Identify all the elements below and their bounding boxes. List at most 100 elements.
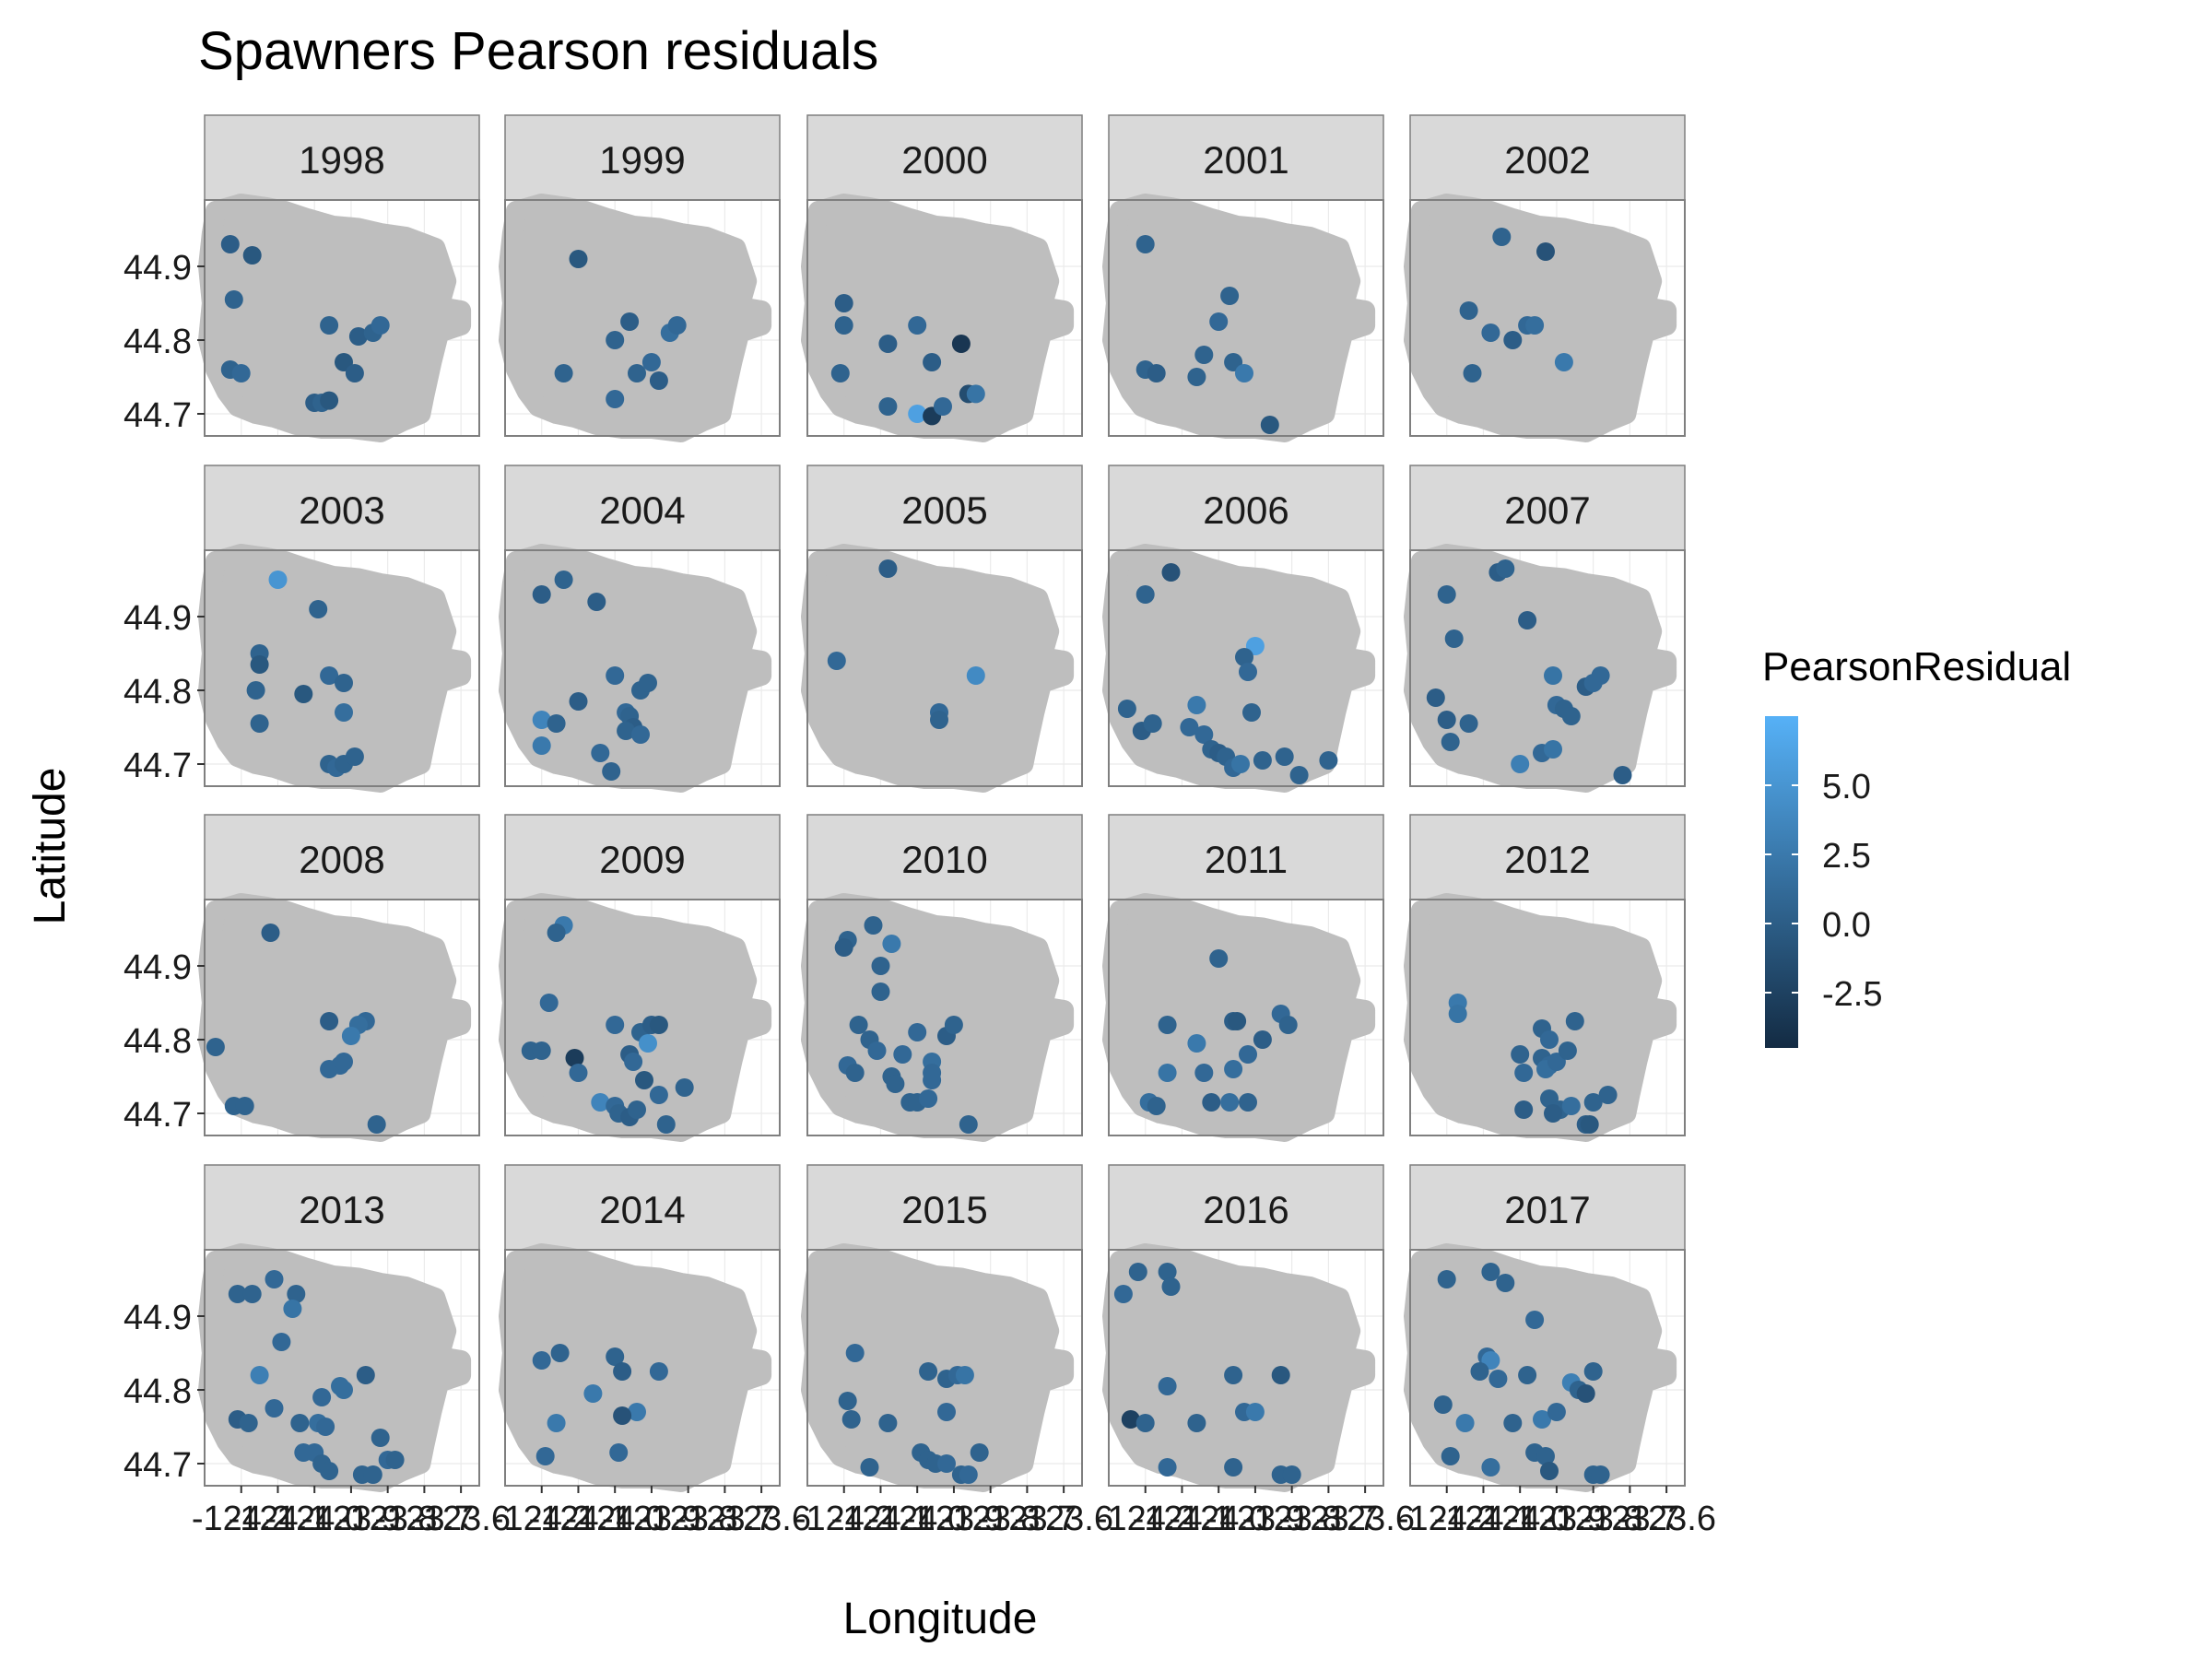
data-point xyxy=(565,1049,584,1067)
data-point xyxy=(268,571,288,589)
data-point xyxy=(1224,1458,1243,1477)
data-point xyxy=(1147,364,1166,382)
data-point xyxy=(250,655,269,674)
data-point xyxy=(838,1392,857,1410)
data-point xyxy=(1481,1458,1500,1477)
data-point xyxy=(309,600,328,618)
data-point xyxy=(1540,1030,1559,1049)
facet-panel-2013: 2013 xyxy=(198,1164,480,1492)
data-point xyxy=(959,1465,978,1484)
data-point xyxy=(1437,1270,1456,1288)
legend-label: 0.0 xyxy=(1822,906,1871,945)
panel-plot-area xyxy=(1404,544,1686,793)
data-point xyxy=(554,364,573,382)
data-point xyxy=(1209,312,1229,331)
x-tick-label: -123.7 xyxy=(1581,1500,1680,1538)
y-tick-label: 44.8 xyxy=(124,323,192,361)
data-point xyxy=(228,1285,247,1303)
data-point xyxy=(649,1016,668,1034)
panel-border xyxy=(504,549,781,787)
facet-strip xyxy=(204,1164,480,1251)
facet-panel-2010: 2010 xyxy=(801,814,1083,1142)
data-point xyxy=(1514,1100,1534,1119)
data-point xyxy=(1224,1060,1243,1078)
axes: 44.7 44.8 44.9 44.7 44.8 44.9 44.7 44.8 44.9 44.7… xyxy=(124,249,1716,1538)
data-point xyxy=(1180,718,1199,736)
basin-area xyxy=(1404,1243,1677,1492)
data-point xyxy=(1194,1064,1214,1082)
data-point xyxy=(1220,1093,1240,1112)
facet-panel-2012: 2012 xyxy=(1404,814,1686,1142)
x-tick-label: -123.8 xyxy=(338,1500,438,1538)
data-point xyxy=(1426,688,1445,707)
data-point xyxy=(1242,703,1261,722)
data-point xyxy=(613,1406,632,1425)
data-point xyxy=(934,397,952,416)
y-tick-label: 44.9 xyxy=(124,1299,192,1337)
data-point xyxy=(860,1458,879,1477)
facet-strip xyxy=(204,465,480,551)
data-point xyxy=(606,666,625,685)
facet-strip xyxy=(1108,465,1384,551)
legend-label: 2.5 xyxy=(1822,837,1871,876)
data-point xyxy=(1544,1104,1562,1123)
data-point xyxy=(583,1384,603,1403)
panel-border xyxy=(504,1249,781,1487)
data-point xyxy=(834,316,853,335)
x-tick-label: -124.2 xyxy=(192,1500,291,1538)
data-point xyxy=(287,1285,306,1303)
facet-strip-label: 2016 xyxy=(1203,1188,1288,1231)
data-point xyxy=(606,331,625,349)
data-point xyxy=(532,1351,551,1370)
data-point xyxy=(220,235,240,253)
y-tick-label: 44.7 xyxy=(124,396,192,435)
data-point xyxy=(250,714,269,733)
data-point xyxy=(656,1115,676,1134)
data-point xyxy=(1496,1274,1515,1292)
legend-label: -2.5 xyxy=(1822,975,1882,1014)
data-point xyxy=(1128,1263,1147,1281)
data-point xyxy=(341,1027,360,1045)
data-point xyxy=(908,1023,927,1041)
facet-strip xyxy=(806,114,1083,201)
facet-panel-1998: 1998 xyxy=(198,114,480,442)
data-point xyxy=(1220,287,1240,305)
data-point xyxy=(1613,766,1632,784)
data-point xyxy=(1525,316,1545,335)
data-point xyxy=(1143,714,1162,733)
data-point xyxy=(1455,1414,1475,1432)
basin-area xyxy=(801,1243,1075,1492)
data-point xyxy=(878,335,898,353)
data-point xyxy=(878,559,898,578)
y-tick-label: 44.9 xyxy=(124,599,192,638)
panel-plot-area xyxy=(1102,1243,1384,1492)
legend-title: PearsonResidual xyxy=(1762,644,2071,689)
panel-plot-area xyxy=(801,893,1083,1142)
data-point xyxy=(871,957,890,975)
data-point xyxy=(385,1451,405,1469)
data-point xyxy=(345,364,364,382)
data-point xyxy=(631,725,650,744)
data-point xyxy=(320,666,339,685)
data-point xyxy=(606,390,625,408)
facet-panel-2001: 2001 xyxy=(1102,114,1384,442)
panel-plot-area xyxy=(499,194,781,442)
facet-strip-label: 2001 xyxy=(1203,138,1288,182)
facet-panel-2000: 2000 xyxy=(801,114,1083,442)
facet-strip-label: 2007 xyxy=(1504,488,1590,532)
facet-panel-2011: 2011 xyxy=(1102,814,1384,1142)
data-point xyxy=(1271,1366,1290,1384)
data-point xyxy=(1583,1093,1603,1112)
data-point xyxy=(272,1333,291,1351)
data-point xyxy=(930,711,948,729)
data-point xyxy=(1260,416,1279,434)
panel-plot-area xyxy=(198,194,480,442)
facet-panel-2017: 2017 xyxy=(1404,1164,1686,1492)
data-point xyxy=(320,391,339,410)
data-point xyxy=(316,1418,335,1436)
data-point xyxy=(1448,1005,1467,1023)
x-tick-label: -123.9 xyxy=(301,1500,401,1538)
panel-border xyxy=(806,549,1083,787)
data-point xyxy=(235,1097,254,1115)
data-point xyxy=(1492,228,1512,246)
